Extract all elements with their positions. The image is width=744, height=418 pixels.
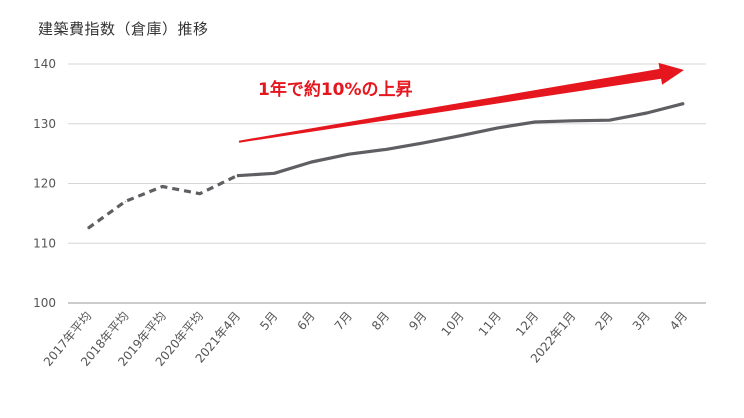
x-tick-label: 7月 xyxy=(332,309,355,333)
data-point xyxy=(348,153,350,155)
data-point xyxy=(571,120,573,122)
data-point xyxy=(87,227,89,229)
x-tick-label: 12月 xyxy=(513,309,541,339)
x-tick-label: 6月 xyxy=(294,309,317,333)
x-tick-label: 2月 xyxy=(592,309,615,333)
data-point xyxy=(311,161,312,163)
data-point xyxy=(683,102,685,104)
data-point xyxy=(497,127,499,129)
x-tick-label: 9月 xyxy=(406,309,429,333)
x-tick-label: 11月 xyxy=(476,309,504,339)
y-axis-ticks: 100 110 120 130 140 xyxy=(33,57,56,310)
data-point xyxy=(124,200,126,202)
data-point xyxy=(609,119,610,121)
data-point xyxy=(273,172,275,174)
x-tick-label: 10月 xyxy=(439,309,467,339)
y-tick-label: 130 xyxy=(33,117,56,131)
annotation-layer: 1年で約10%の上昇 xyxy=(238,62,685,143)
data-point xyxy=(534,121,536,123)
x-tick-label: 4月 xyxy=(667,309,690,333)
y-tick-label: 120 xyxy=(33,177,56,191)
y-tick-label: 140 xyxy=(33,57,56,71)
data-point xyxy=(646,112,648,114)
data-point xyxy=(162,185,163,187)
data-point xyxy=(199,193,201,195)
y-tick-label: 110 xyxy=(33,236,56,250)
chart-title: 建築費指数（倉庫）推移 xyxy=(38,20,209,38)
x-tick-label: 3月 xyxy=(630,309,653,333)
series-line-layer xyxy=(87,101,685,230)
series-line-solid xyxy=(236,101,685,178)
data-point xyxy=(422,142,424,144)
data-point xyxy=(385,148,387,150)
trend-arrow xyxy=(238,62,685,143)
annotation-text: 1年で約10%の上昇 xyxy=(258,79,413,100)
data-point xyxy=(460,135,461,137)
x-tick-label: 5月 xyxy=(257,309,280,333)
y-tick-label: 100 xyxy=(33,296,56,310)
data-point xyxy=(236,175,238,177)
grid-layer xyxy=(68,63,706,304)
x-tick-label: 8月 xyxy=(369,309,392,333)
